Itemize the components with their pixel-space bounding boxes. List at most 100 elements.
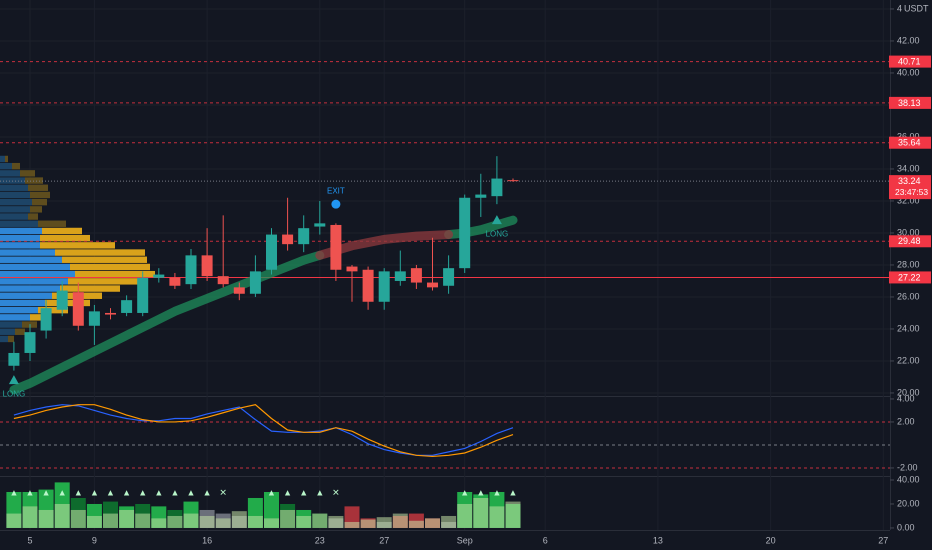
profile-down xyxy=(60,285,120,292)
candle-body xyxy=(217,276,229,285)
profile-down xyxy=(42,227,82,235)
signal-symbol: ▲ xyxy=(122,487,131,497)
y-tick-label: 4 xyxy=(897,3,902,13)
signal-label: LONG xyxy=(486,229,509,238)
signal-symbol: ▲ xyxy=(299,487,308,497)
countdown-label: 23:47:53 xyxy=(895,187,928,197)
level-label: 40.71 xyxy=(898,56,921,66)
profile-up xyxy=(0,278,68,285)
level-box xyxy=(889,55,931,68)
profile-up xyxy=(0,321,22,328)
profile-down xyxy=(30,206,42,213)
signal-label: EXIT xyxy=(327,186,345,195)
candle-body xyxy=(459,197,471,269)
x-tick-label: Sep xyxy=(457,535,473,545)
profile-up xyxy=(0,285,60,292)
x-tick-label: 16 xyxy=(202,535,212,545)
candle-body xyxy=(233,287,245,294)
trend-band xyxy=(9,250,325,395)
overlay-bar xyxy=(167,515,183,528)
candle-body xyxy=(8,352,20,366)
overlay-bar xyxy=(489,506,505,528)
profile-up xyxy=(0,299,45,307)
profile-up xyxy=(0,328,15,335)
profile-down xyxy=(30,191,50,199)
profile-down xyxy=(30,314,50,321)
candle-body xyxy=(24,332,36,353)
candle-body xyxy=(72,292,84,326)
profile-down xyxy=(38,220,66,227)
candle-body xyxy=(314,223,326,227)
profile-down xyxy=(40,234,90,242)
profile-up xyxy=(0,213,28,220)
profile-up xyxy=(0,227,42,235)
overlay-bar xyxy=(408,520,424,528)
profile-down xyxy=(75,270,155,278)
profile-down xyxy=(55,249,145,256)
candle-body xyxy=(378,271,390,302)
overlay-bar xyxy=(264,518,279,528)
signal-symbol: ▲ xyxy=(154,487,163,497)
candle-body xyxy=(169,277,181,286)
overlay-bar xyxy=(54,503,70,528)
profile-up xyxy=(0,191,30,199)
overlay-bar xyxy=(296,515,312,528)
candle-body xyxy=(56,290,68,310)
signal-symbol: ▲ xyxy=(74,487,83,497)
level-box xyxy=(889,136,931,149)
y-tick-label: 2.00 xyxy=(897,416,915,426)
signal-symbol: ▲ xyxy=(138,487,147,497)
profile-up xyxy=(0,242,40,249)
overlay-bar xyxy=(425,518,440,528)
y-tick-label: 4.00 xyxy=(897,393,915,403)
profile-down xyxy=(25,177,43,184)
signal-symbol: ▲ xyxy=(9,487,18,497)
signal-label: LONG xyxy=(3,389,26,398)
y-tick-label: 0.00 xyxy=(897,522,915,532)
level-box xyxy=(889,235,931,248)
signal-symbol: ▲ xyxy=(90,487,99,497)
y-tick-label: 36.00 xyxy=(897,131,920,141)
x-tick-label: 20 xyxy=(766,535,776,545)
profile-up xyxy=(0,162,12,170)
overlay-bar xyxy=(473,497,489,528)
level-label: 29.48 xyxy=(898,236,921,246)
profile-down xyxy=(70,263,150,271)
overlay-bar xyxy=(70,509,86,528)
profile-down xyxy=(28,213,38,220)
profile-up xyxy=(0,335,8,343)
profile-down xyxy=(8,335,14,343)
x-tick-label: 27 xyxy=(878,535,888,545)
x-tick-label: 13 xyxy=(653,535,663,545)
profile-up xyxy=(0,234,40,242)
y-tick-label: 20.00 xyxy=(897,498,920,508)
overlay-bar xyxy=(6,513,22,528)
x-tick-label: 27 xyxy=(379,535,389,545)
y-tick-label: 30.00 xyxy=(897,227,920,237)
overlay-bar xyxy=(183,513,199,528)
overlay-bar xyxy=(22,506,38,528)
overlay-bar xyxy=(328,515,344,528)
y-tick-label: 40.00 xyxy=(897,67,920,77)
candle-body xyxy=(475,194,487,198)
profile-down xyxy=(15,328,25,335)
candle-body xyxy=(443,268,455,286)
signal-symbol: ▲ xyxy=(170,487,179,497)
profile-down xyxy=(38,306,68,314)
candle-body xyxy=(298,228,310,245)
level-label: 35.64 xyxy=(898,138,921,148)
level-box xyxy=(889,96,931,109)
signal-symbol: ✕ xyxy=(332,487,340,497)
signal-symbol: ▲ xyxy=(26,487,35,497)
signal-marker xyxy=(331,199,341,209)
signal-symbol: ▲ xyxy=(476,487,485,497)
profile-up xyxy=(0,263,70,271)
overlay-bar xyxy=(360,519,376,528)
signal-symbol: ▲ xyxy=(42,487,51,497)
candle-body xyxy=(507,180,519,182)
overlay-bar xyxy=(505,501,521,528)
profile-down xyxy=(28,184,48,191)
x-tick-label: 6 xyxy=(543,535,548,545)
y-tick-label: 22.00 xyxy=(897,355,920,365)
